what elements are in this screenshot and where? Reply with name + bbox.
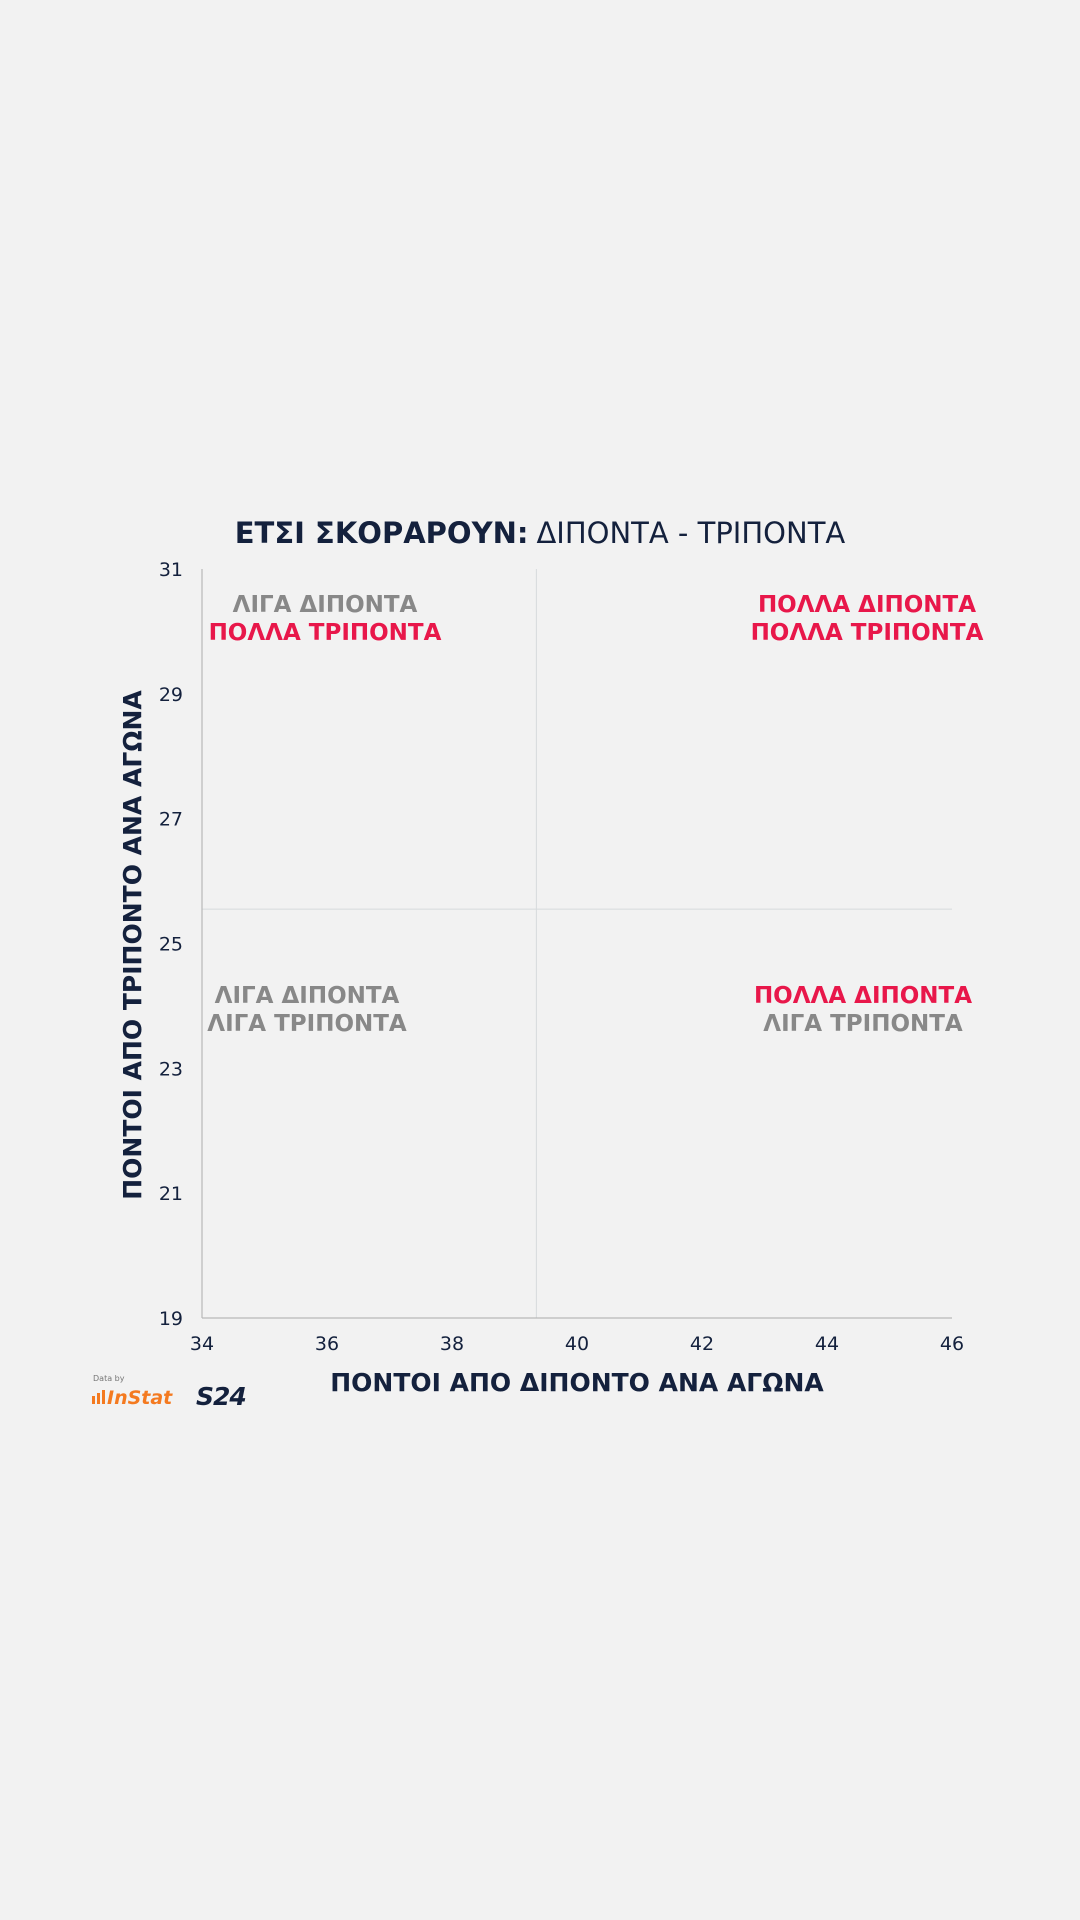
instat-bars-icon (92, 1390, 105, 1404)
quadrant-label-bottom-left-line1: ΛΙΓΑ ΔΙΠΟΝΤΑ (215, 983, 400, 1009)
x-axis-label: ΠΟΝΤΟΙ ΑΠΟ ΔΙΠΟΝΤΟ ΑΝΑ ΑΓΩΝΑ (330, 1368, 824, 1397)
x-tick-label: 46 (940, 1333, 964, 1355)
instat-logo: InStat (107, 1387, 173, 1408)
quadrant-label-top-right-line2: ΠΟΛΛΑ ΤΡΙΠΟΝΤΑ (751, 620, 984, 646)
x-tick-label: 34 (190, 1333, 214, 1355)
data-by-label: Data by (93, 1374, 125, 1383)
source-logos: Data by InStat S24 (92, 1372, 262, 1408)
quadrant-label-bottom-right-line1: ΠΟΛΛΑ ΔΙΠΟΝΤΑ (754, 983, 972, 1009)
y-tick-label: 25 (159, 934, 183, 956)
quadrant-label-top-left-line1: ΛΙΓΑ ΔΙΠΟΝΤΑ (233, 592, 418, 618)
x-tick-label: 42 (690, 1333, 714, 1355)
quadrant-label-top-left-line2: ΠΟΛΛΑ ΤΡΙΠΟΝΤΑ (209, 620, 442, 646)
y-tick-label: 27 (159, 809, 183, 831)
quadrant-label-bottom-right-line2: ΛΙΓΑ ΤΡΙΠΟΝΤΑ (763, 1011, 963, 1037)
y-tick-label: 23 (159, 1058, 183, 1080)
quadrant-label-top-right-line1: ΠΟΛΛΑ ΔΙΠΟΝΤΑ (758, 592, 976, 618)
tick-labels: 34 36 38 40 42 44 46 19 21 23 25 27 29 31 (159, 559, 964, 1355)
chart-title: ΕΤΣΙ ΣΚΟΡΑΡΟΥΝ: ΔΙΠΟΝΤΑ - ΤΡΙΠΟΝΤΑ (235, 516, 846, 550)
y-tick-label: 21 (159, 1183, 183, 1205)
s24-logo: S24 (196, 1382, 246, 1408)
x-tick-label: 36 (315, 1333, 339, 1355)
x-tick-label: 38 (440, 1333, 464, 1355)
y-tick-label: 19 (159, 1308, 183, 1330)
x-tick-label: 44 (815, 1333, 839, 1355)
quadrant-dividers (202, 569, 952, 1318)
chart-title-rest: ΔΙΠΟΝΤΑ - ΤΡΙΠΟΝΤΑ (536, 516, 845, 550)
quadrant-label-bottom-left-line2: ΛΙΓΑ ΤΡΙΠΟΝΤΑ (207, 1011, 407, 1037)
axes (201, 569, 952, 1319)
y-tick-label: 31 (159, 559, 183, 581)
chart-title-bold: ΕΤΣΙ ΣΚΟΡΑΡΟΥΝ: (235, 516, 529, 550)
x-tick-label: 40 (565, 1333, 589, 1355)
y-tick-label: 29 (159, 684, 183, 706)
y-axis-label: ΠΟΝΤΟΙ ΑΠΟ ΤΡΙΠΟΝΤΟ ΑΝΑ ΑΓΩΝΑ (118, 690, 147, 1200)
